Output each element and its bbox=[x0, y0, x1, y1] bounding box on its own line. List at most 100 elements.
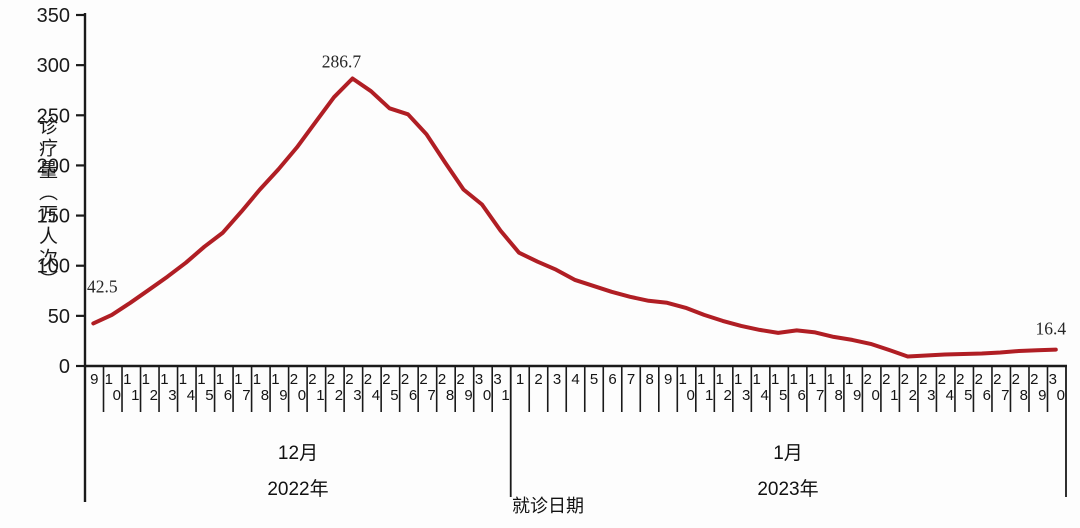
day-label: 8 bbox=[835, 387, 843, 404]
day-label: 9 bbox=[664, 371, 672, 388]
day-label: 2 bbox=[419, 371, 427, 388]
data-label-start: 42.5 bbox=[87, 276, 118, 296]
day-label: 7 bbox=[627, 371, 635, 388]
day-label: 3 bbox=[927, 387, 935, 404]
day-label: 5 bbox=[590, 371, 598, 388]
y-tick-label: 100 bbox=[37, 256, 70, 278]
day-label: 0 bbox=[113, 387, 121, 404]
day-label: 5 bbox=[205, 387, 213, 404]
day-label: 1 bbox=[197, 371, 205, 388]
day-label: 1 bbox=[734, 371, 742, 388]
day-label: 7 bbox=[1001, 387, 1009, 404]
day-label: 3 bbox=[553, 371, 561, 388]
day-label: 8 bbox=[446, 387, 454, 404]
day-label: 2 bbox=[882, 371, 890, 388]
day-label: 7 bbox=[242, 387, 250, 404]
day-label: 2 bbox=[335, 387, 343, 404]
day-label: 2 bbox=[382, 371, 390, 388]
day-label: 2 bbox=[956, 371, 964, 388]
month-label-december: 12月 bbox=[277, 443, 319, 464]
x-axis-title: 就诊日期 bbox=[512, 496, 584, 516]
day-label: 1 bbox=[845, 371, 853, 388]
day-label: 3 bbox=[1049, 371, 1057, 388]
day-label: 2 bbox=[456, 371, 464, 388]
day-label: 1 bbox=[890, 387, 898, 404]
day-label: 0 bbox=[483, 387, 491, 404]
day-label: 1 bbox=[827, 371, 835, 388]
day-label: 1 bbox=[715, 371, 723, 388]
day-label: 2 bbox=[534, 371, 542, 388]
day-label: 2 bbox=[290, 371, 298, 388]
day-label: 4 bbox=[760, 387, 768, 404]
day-label: 1 bbox=[253, 371, 261, 388]
day-label: 2 bbox=[993, 371, 1001, 388]
year-label-2023: 2023年 bbox=[757, 479, 819, 500]
day-label: 4 bbox=[946, 387, 954, 404]
day-label: 9 bbox=[1038, 387, 1046, 404]
y-tick-label: 300 bbox=[37, 55, 70, 77]
day-label: 1 bbox=[678, 371, 686, 388]
day-label: 2 bbox=[401, 371, 409, 388]
day-label: 2 bbox=[909, 387, 917, 404]
month-label-january: 1月 bbox=[773, 443, 803, 464]
year-label-2022: 2022年 bbox=[267, 479, 329, 500]
day-label: 4 bbox=[372, 387, 380, 404]
day-label: 8 bbox=[1020, 387, 1028, 404]
day-label: 5 bbox=[390, 387, 398, 404]
day-label: 1 bbox=[316, 387, 324, 404]
day-label: 9 bbox=[464, 387, 472, 404]
day-label: 1 bbox=[216, 371, 224, 388]
data-label-end: 16.4 bbox=[1036, 319, 1067, 339]
day-label: 2 bbox=[901, 371, 909, 388]
day-label: 2 bbox=[1012, 371, 1020, 388]
day-label: 1 bbox=[179, 371, 187, 388]
y-tick-label: 0 bbox=[59, 356, 70, 378]
day-label: 0 bbox=[872, 387, 880, 404]
day-label: 1 bbox=[234, 371, 242, 388]
day-label: 3 bbox=[475, 371, 483, 388]
day-label: 5 bbox=[779, 387, 787, 404]
day-label: 2 bbox=[919, 371, 927, 388]
day-label: 1 bbox=[123, 371, 131, 388]
day-label: 4 bbox=[571, 371, 579, 388]
day-label: 2 bbox=[150, 387, 158, 404]
day-label: 3 bbox=[168, 387, 176, 404]
day-label: 0 bbox=[686, 387, 694, 404]
y-tick-label: 200 bbox=[37, 155, 70, 177]
y-tick-label: 250 bbox=[37, 105, 70, 127]
day-label: 0 bbox=[298, 387, 306, 404]
day-label: 0 bbox=[1057, 387, 1065, 404]
y-tick-label: 50 bbox=[48, 306, 70, 328]
day-label: 6 bbox=[608, 371, 616, 388]
y-tick-label: 150 bbox=[37, 206, 70, 228]
day-label: 1 bbox=[705, 387, 713, 404]
day-label: 9 bbox=[853, 387, 861, 404]
day-label: 9 bbox=[279, 387, 287, 404]
y-axis-title: 诊疗量（万人次） bbox=[36, 116, 57, 292]
day-label: 2 bbox=[723, 387, 731, 404]
day-label: 5 bbox=[964, 387, 972, 404]
day-label: 2 bbox=[438, 371, 446, 388]
day-label: 2 bbox=[864, 371, 872, 388]
day-label: 3 bbox=[493, 371, 501, 388]
series-line bbox=[91, 76, 1058, 359]
day-label: 1 bbox=[160, 371, 168, 388]
day-label: 1 bbox=[501, 387, 509, 404]
day-label: 6 bbox=[409, 387, 417, 404]
day-label: 1 bbox=[105, 371, 113, 388]
day-label: 1 bbox=[142, 371, 150, 388]
day-label: 6 bbox=[798, 387, 806, 404]
day-label: 1 bbox=[771, 371, 779, 388]
data-label-peak: 286.7 bbox=[322, 51, 362, 71]
day-label: 3 bbox=[742, 387, 750, 404]
day-label: 6 bbox=[983, 387, 991, 404]
day-label: 3 bbox=[353, 387, 361, 404]
day-label: 1 bbox=[516, 371, 524, 388]
day-label: 1 bbox=[808, 371, 816, 388]
day-label: 2 bbox=[308, 371, 316, 388]
day-label: 9 bbox=[90, 371, 98, 388]
day-label: 4 bbox=[187, 387, 195, 404]
day-label: 1 bbox=[752, 371, 760, 388]
